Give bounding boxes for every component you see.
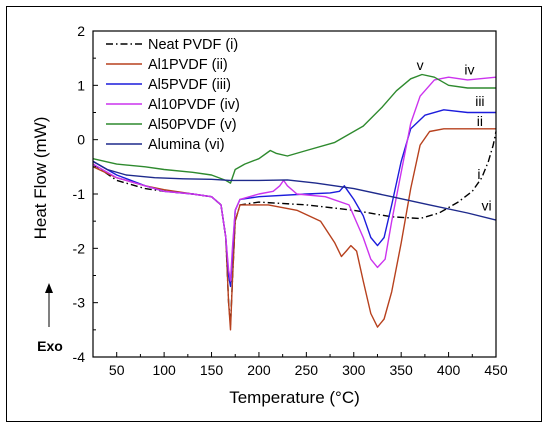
series-line-vi: [92, 160, 497, 221]
curve-label-i: i: [477, 166, 480, 182]
curve-label-iv: iv: [464, 61, 474, 77]
x-tick-label: 200: [247, 362, 271, 378]
x-tick-label: 250: [295, 362, 319, 378]
x-tick-label: 350: [389, 362, 413, 378]
y-tick-label: 2: [77, 23, 85, 39]
x-tick-label: 150: [200, 362, 224, 378]
y-tick-label: -3: [73, 295, 86, 311]
y-tick-label: -4: [73, 349, 86, 365]
legend: Neat PVDF (i) Al1PVDF (ii) Al5PVDF (iii) Al…: [106, 37, 240, 153]
legend-entry-ii: Al1PVDF (ii): [148, 57, 228, 73]
curve-label-iii: iii: [475, 93, 484, 109]
series-line-ii: [92, 128, 496, 331]
y-tick-label: 1: [77, 77, 85, 93]
series-line-i: [92, 131, 497, 326]
legend-entry-iv: Al10PVDF (iv): [148, 97, 240, 113]
x-tick-label: 300: [342, 362, 366, 378]
y-tick-label: -1: [73, 186, 86, 202]
x-tick-label: 100: [152, 362, 176, 378]
curve-label-vi: vi: [481, 197, 491, 213]
y-tick-label: -2: [73, 240, 86, 256]
legend-entry-v: Al50PVDF (v): [148, 117, 237, 133]
y-axis-title: Heat Flow (mW): [31, 117, 50, 240]
axis-ticks: 50 100 150 200 250 300 350 400 450 -4 -3 -2 -1 0 1 2: [73, 23, 508, 378]
figure-frame: [6, 6, 542, 422]
x-axis-title: Temperature (°C): [229, 388, 360, 407]
curve-label-v: v: [417, 57, 424, 73]
curve-label-ii: ii: [477, 113, 483, 129]
x-tick-label: 450: [484, 362, 508, 378]
series-line-v: [92, 73, 496, 184]
exo-arrow-head-icon: [45, 283, 53, 293]
exo-label: Exo: [37, 338, 63, 354]
exo-indicator: Exo: [37, 283, 63, 354]
y-tick-label: 0: [77, 132, 85, 148]
legend-entry-vi: Alumina (vi): [148, 137, 225, 153]
legend-entry-iii: Al5PVDF (iii): [148, 77, 231, 93]
legend-entry-i: Neat PVDF (i): [148, 37, 238, 53]
x-tick-label: 400: [437, 362, 461, 378]
x-tick-label: 50: [109, 362, 125, 378]
